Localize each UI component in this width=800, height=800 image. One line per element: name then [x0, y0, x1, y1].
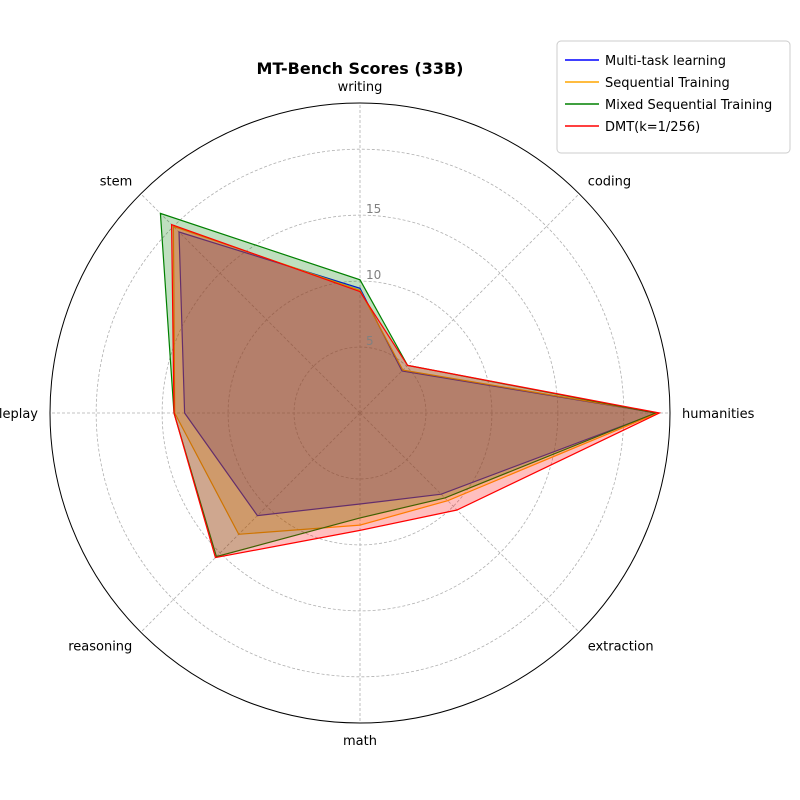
radar-grid: [49, 102, 671, 724]
category-label-writing: writing: [338, 80, 383, 95]
category-label-math: math: [343, 734, 377, 749]
legend-label-0: Multi-task learning: [605, 54, 726, 69]
legend-label-3: DMT(k=1/256): [605, 120, 700, 135]
radial-tick-label: 15: [366, 202, 381, 216]
category-label-reasoning: reasoning: [68, 640, 132, 655]
series-3-area: [170, 223, 662, 559]
category-label-extraction: extraction: [588, 640, 654, 655]
radial-tick-labels: 5 10 15: [366, 202, 381, 348]
radial-tick-label: 5: [366, 334, 374, 348]
grid-spoke: [140, 412, 361, 633]
legend-label-2: Mixed Sequential Training: [605, 98, 772, 113]
category-label-coding: coding: [588, 174, 631, 189]
category-label-stem: stem: [100, 174, 133, 189]
legend: Multi-task learning Sequential Training Mi…: [556, 40, 791, 154]
grid-spoke: [359, 193, 580, 414]
grid-spoke: [359, 412, 580, 633]
grid-spoke: [140, 193, 361, 414]
category-label-roleplay: roleplay: [0, 407, 38, 422]
outer-frame: [49, 102, 671, 724]
legend-frame: [556, 40, 791, 154]
category-labels: humanities coding writing stem roleplay reaso…: [0, 80, 755, 749]
legend-label-1: Sequential Training: [605, 76, 730, 91]
category-label-humanities: humanities: [682, 407, 755, 422]
chart-title: MT-Bench Scores (33B): [257, 59, 464, 78]
radar-series-layer: [159, 212, 662, 559]
radial-tick-label: 10: [366, 268, 381, 282]
series-1-area: [172, 225, 661, 535]
grid-ring: [95, 148, 625, 678]
